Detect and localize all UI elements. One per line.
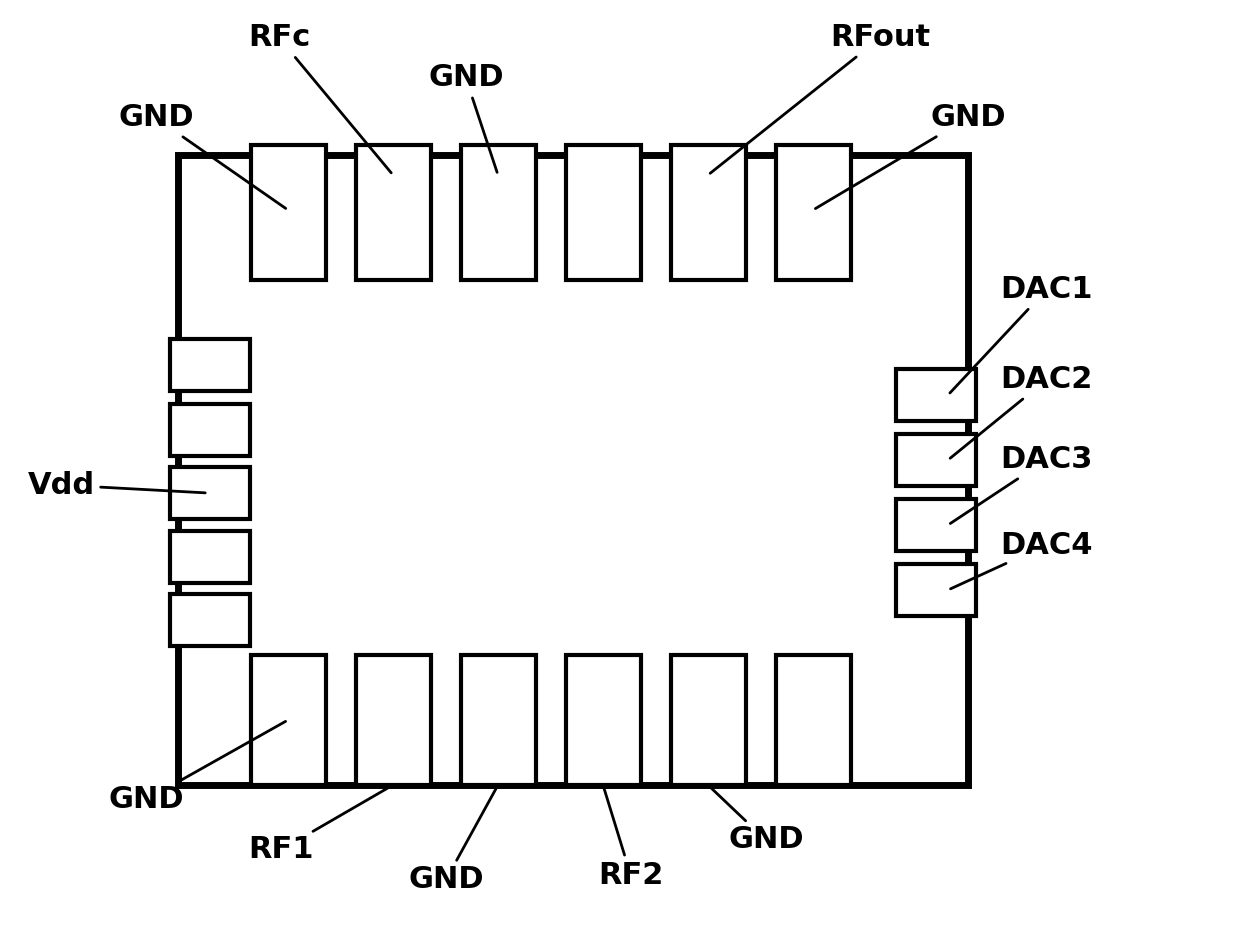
Bar [671,655,745,785]
Bar [775,655,851,785]
Bar [356,655,430,785]
Bar [671,145,745,280]
Bar [460,145,536,280]
Bar [775,145,851,280]
Text: GND: GND [118,103,285,208]
Bar [250,655,325,785]
Text: RFout: RFout [711,23,930,174]
Bar [460,655,536,785]
Text: GND: GND [108,721,285,814]
Bar [170,467,250,519]
Bar [170,594,250,646]
Text: DAC3: DAC3 [950,446,1092,523]
Bar [356,145,430,280]
Bar [179,155,968,785]
Text: Vdd: Vdd [29,471,206,500]
Text: DAC1: DAC1 [950,276,1092,393]
Text: GND: GND [816,103,1006,208]
Bar [897,564,976,616]
Bar [170,339,250,391]
Text: GND: GND [711,787,804,855]
Text: DAC4: DAC4 [951,531,1092,589]
Bar [565,655,641,785]
Text: RF1: RF1 [248,786,391,865]
Bar [897,369,976,421]
Bar [170,404,250,456]
Bar [897,434,976,486]
Bar [897,499,976,551]
Text: GND: GND [428,64,503,173]
Text: RF2: RF2 [598,788,663,889]
Text: RFc: RFc [248,23,392,173]
Bar [250,145,325,280]
Bar [565,145,641,280]
Bar [170,531,250,583]
Text: GND: GND [408,787,497,895]
Text: DAC2: DAC2 [950,366,1092,459]
